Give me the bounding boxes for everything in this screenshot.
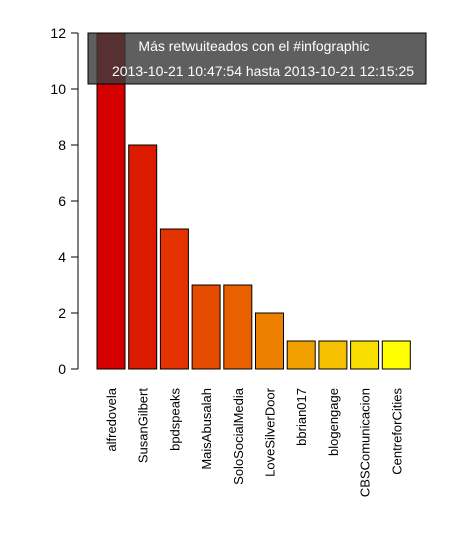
bar-CentreforCities	[381, 340, 411, 370]
legend-background	[87, 32, 427, 85]
bar-CBSComunicacion	[350, 340, 380, 370]
bar-MaisAbusalah	[191, 284, 221, 370]
legend-date-range: 2013-10-21 10:47:54 hasta 2013-10-21 12:…	[112, 63, 414, 79]
x-tick-label: CentreforCities	[389, 388, 404, 475]
y-tick-label: 12	[50, 25, 66, 41]
bar-bpdspeaks	[159, 228, 189, 370]
y-tick-label: 0	[58, 361, 66, 377]
x-tick-label: alfredovela	[104, 387, 119, 451]
y-tick-label: 2	[58, 305, 66, 321]
bars	[96, 32, 411, 370]
x-tick-label: MaisAbusalah	[199, 388, 214, 470]
y-tick-label: 8	[58, 137, 66, 153]
bar-blogengage	[318, 340, 348, 370]
bar-SoloSocialMedia	[223, 284, 253, 370]
y-tick-label: 10	[50, 81, 66, 97]
x-tick-label: bpdspeaks	[167, 388, 182, 451]
x-tick-label: CBSComunicacion	[358, 388, 373, 497]
bar-bbrian017	[286, 340, 316, 370]
bar-alfredovela	[96, 32, 126, 370]
y-tick-label: 4	[58, 249, 66, 265]
bar-LoveSilverDoor	[255, 312, 284, 370]
x-tick-label: SusanGilbert	[136, 388, 151, 464]
y-axis: 0 2 4 6 8 10 12	[50, 25, 79, 377]
y-tick-label: 6	[58, 193, 66, 209]
x-tick-label: SoloSocialMedia	[231, 387, 246, 485]
x-axis-labels: alfredovela SusanGilbert bpdspeaks MaisAbus…	[104, 387, 404, 497]
x-tick-label: blogengage	[326, 388, 341, 456]
x-tick-label: LoveSilverDoor	[263, 387, 278, 477]
bar-SusanGilbert	[128, 144, 158, 370]
x-tick-label: bbrian017	[294, 388, 309, 446]
legend-title: Más retwuiteados con el #infographic	[138, 38, 369, 54]
legend-box: Más retwuiteados con el #infographic 201…	[87, 32, 427, 85]
